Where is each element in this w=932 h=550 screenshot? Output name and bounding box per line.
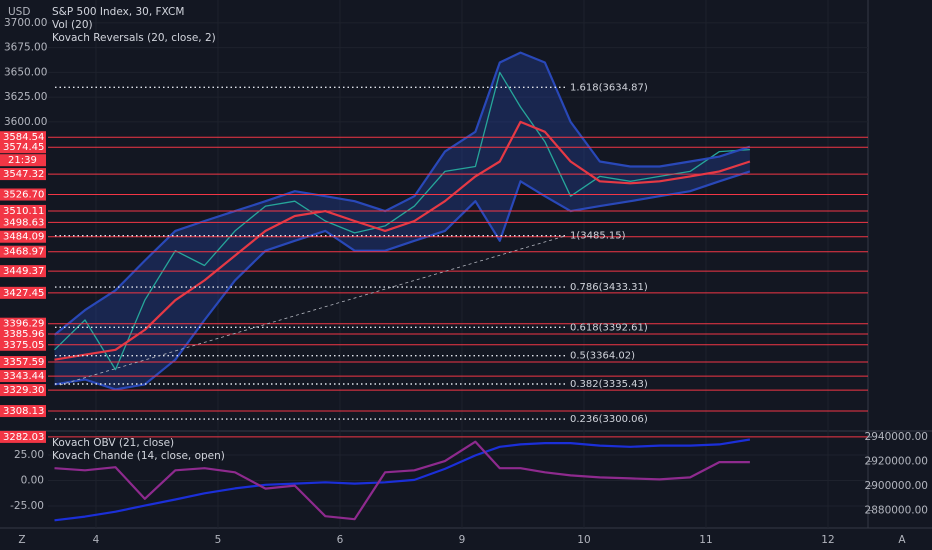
level-badge <box>0 317 46 330</box>
series-line <box>54 71 750 371</box>
level-label: 3282.03 <box>3 432 44 443</box>
level-label: 3584.54 <box>3 132 44 143</box>
fib-label: 0.5(3364.02) <box>570 351 635 362</box>
level-label: 3343.44 <box>3 371 44 382</box>
y-tick-label: 3625.00 <box>4 91 47 103</box>
fib-label: 0.236(3300.06) <box>570 414 648 425</box>
level-label: 3449.37 <box>3 266 44 277</box>
countdown: 21:39 <box>8 155 37 166</box>
level-badge <box>0 204 46 217</box>
y-tick-label: 3650.00 <box>4 66 47 78</box>
x-tick-label: 10 <box>577 534 590 546</box>
button[interactable]: A <box>898 534 906 546</box>
level-badge <box>0 286 46 299</box>
y-tick-label: 3600.00 <box>4 116 47 128</box>
level-label: 3308.13 <box>3 406 44 417</box>
y-tick-label: 0.00 <box>21 474 44 486</box>
y2-tick-label: 2920000.00 <box>865 456 928 468</box>
level-badge <box>0 338 46 351</box>
level-label: 3357.59 <box>3 357 44 368</box>
x-tick-label: 9 <box>459 534 466 546</box>
level-badge <box>0 405 46 418</box>
y-tick-label: 3675.00 <box>4 42 47 54</box>
x-tick-label: 11 <box>699 534 712 546</box>
level-label: 3329.30 <box>3 385 44 396</box>
level-label: 3510.11 <box>3 206 44 217</box>
level-label: 3427.45 <box>3 288 44 299</box>
fib-label: 0.618(3392.61) <box>570 322 648 333</box>
pane-title: Kovach OBV (21, close) <box>52 437 174 449</box>
level-label: 3484.09 <box>3 232 44 243</box>
level-label: 3526.70 <box>3 190 44 201</box>
x-tick-label: 6 <box>337 534 344 546</box>
axis-unit: USD <box>8 6 30 18</box>
plot <box>48 0 868 528</box>
series-line <box>53 51 751 336</box>
y-tick-label: -25.00 <box>10 500 44 512</box>
level-badge <box>0 141 46 154</box>
level-badge <box>0 168 46 181</box>
level-label: 3547.32 <box>3 169 44 180</box>
y2-tick-label: 2940000.00 <box>865 431 928 443</box>
y-tick-label: 25.00 <box>14 449 44 461</box>
chart-title: S&P 500 Index, 30, FXCM <box>52 6 184 18</box>
button[interactable]: Z <box>18 534 25 546</box>
level-badge <box>0 430 46 443</box>
level-badge <box>0 356 46 369</box>
fib-label: 1(3485.15) <box>570 231 626 242</box>
level-badge <box>0 370 46 383</box>
series-line <box>54 438 751 522</box>
countdown-badge <box>0 154 46 167</box>
fib-label: 0.786(3433.31) <box>570 282 648 293</box>
y2-tick-label: 2880000.00 <box>865 504 928 516</box>
level-badge <box>0 384 46 397</box>
x-tick-label: 12 <box>821 534 834 546</box>
level-label: 3396.29 <box>3 319 44 330</box>
level-badge <box>0 216 46 229</box>
level-label: 3375.05 <box>3 340 44 351</box>
level-badge <box>0 131 46 144</box>
subtitle: Vol (20) <box>52 19 93 31</box>
x-tick-label: 4 <box>93 534 100 546</box>
annotation: Kovach Reversals (20, close, 2) <box>52 32 216 44</box>
level-badge <box>0 188 46 201</box>
level-label: 3385.96 <box>3 329 44 340</box>
level-label: 3574.45 <box>3 142 44 153</box>
fib-label: 1.618(3634.87) <box>570 82 648 93</box>
level-badge <box>0 265 46 278</box>
series-line <box>54 170 751 391</box>
y-tick-label: 3700.00 <box>4 17 47 29</box>
pane-subtitle: Kovach Chande (14, close, open) <box>52 450 225 462</box>
series-line <box>54 120 751 361</box>
level-label: 3468.97 <box>3 247 44 258</box>
level-label: 3498.63 <box>3 217 44 228</box>
level-badge <box>0 230 46 243</box>
level-badge <box>0 327 46 340</box>
fib-label: 0.382(3335.43) <box>570 379 648 390</box>
trend-line <box>59 235 566 386</box>
level-badge <box>0 245 46 258</box>
series-line <box>54 440 750 521</box>
y2-tick-label: 2900000.00 <box>865 480 928 492</box>
x-tick-label: 5 <box>215 534 222 546</box>
